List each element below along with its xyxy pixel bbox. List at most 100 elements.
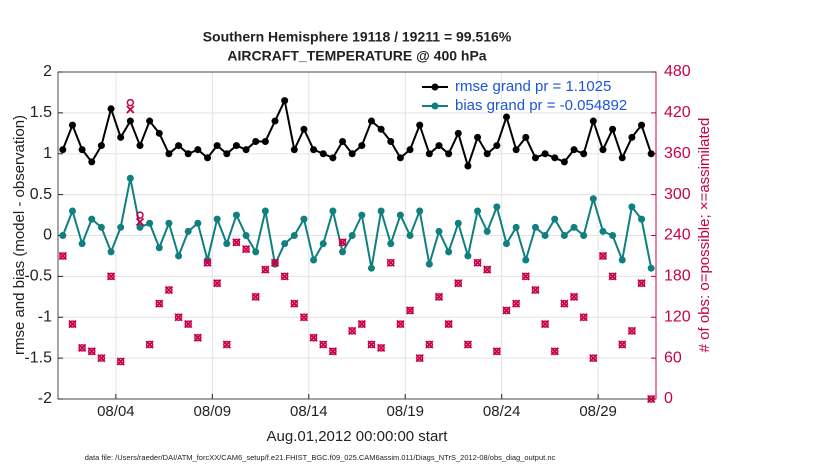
data-point <box>589 195 597 203</box>
data-point <box>290 146 298 154</box>
obs-assimilated <box>203 258 212 267</box>
data-point <box>425 260 433 268</box>
obs-possible <box>319 340 327 349</box>
data-point <box>358 142 366 150</box>
obs-assimilated <box>213 279 222 288</box>
data-point <box>107 105 115 113</box>
obs-assimilated <box>540 319 550 329</box>
y-tick-label: 1 <box>43 145 52 162</box>
x-tick-label: 08/09 <box>194 403 232 420</box>
obs-possible <box>387 259 395 267</box>
data-point <box>435 142 443 150</box>
obs-assimilated <box>454 279 463 288</box>
data-point <box>126 174 134 182</box>
data-point <box>531 223 539 231</box>
data-point <box>59 232 67 239</box>
obs-assimilated <box>193 333 202 342</box>
data-point <box>445 248 453 256</box>
data-point <box>232 211 240 219</box>
obs-assimilated <box>155 299 164 308</box>
data-point <box>213 215 221 223</box>
data-point <box>194 219 202 227</box>
data-point <box>474 207 482 215</box>
obs-assimilated <box>222 340 231 349</box>
data-point <box>435 227 443 235</box>
obs-possible <box>550 347 559 356</box>
y-tick-label: -0.5 <box>24 268 52 285</box>
obs-assimilated <box>357 319 366 329</box>
obs-possible <box>570 293 578 301</box>
obs-assimilated <box>425 340 434 349</box>
data-point <box>136 142 144 150</box>
obs-assimilated <box>251 292 260 301</box>
y-tick-label: -1.5 <box>24 349 52 366</box>
obs-assimilated <box>97 353 106 363</box>
y2-tick-label: 360 <box>664 145 691 162</box>
data-point <box>136 223 144 231</box>
obs-assimilated <box>116 357 125 366</box>
data-point <box>59 146 67 154</box>
obs-assimilated <box>434 292 444 301</box>
obs-possible <box>435 293 443 301</box>
data-point <box>512 223 520 231</box>
x-tick-label: 08/04 <box>97 403 135 420</box>
data-point <box>396 154 404 162</box>
data-point <box>78 240 86 248</box>
obs-assimilated <box>473 258 482 267</box>
obs-possible <box>213 279 221 287</box>
legend-label: bias grand pr = -0.054892 <box>455 97 627 114</box>
obs-possible <box>348 327 356 335</box>
obs-possible <box>647 395 655 403</box>
obs-possible <box>358 320 366 328</box>
obs-assimilated <box>386 258 395 267</box>
data-point <box>396 211 404 219</box>
obs-possible <box>290 299 299 308</box>
obs-possible <box>522 272 530 281</box>
obs-possible <box>589 354 598 362</box>
data-point <box>483 150 491 158</box>
data-point <box>387 137 395 145</box>
y-tick-label: 1.5 <box>30 104 52 121</box>
obs-possible <box>637 279 646 287</box>
data-point <box>503 113 510 121</box>
y2-tick-label: 120 <box>664 308 691 325</box>
obs-assimilated <box>618 340 627 349</box>
data-point <box>377 207 385 215</box>
obs-assimilated <box>483 265 492 274</box>
data-point <box>348 150 356 158</box>
obs-possible <box>464 340 472 349</box>
data-point <box>261 137 269 145</box>
data-point <box>512 146 520 154</box>
data-point <box>155 129 163 137</box>
data-point <box>580 150 588 158</box>
data-point <box>628 133 636 141</box>
chart-title: Southern Hemisphere 19118 / 19211 = 99.5… <box>203 29 512 45</box>
obs-possible <box>261 265 270 274</box>
data-point <box>628 203 636 211</box>
data-point <box>609 232 617 239</box>
data-point <box>223 240 231 248</box>
data-point <box>454 219 462 227</box>
data-point <box>184 227 192 235</box>
data-point <box>290 232 298 239</box>
data-point <box>117 223 125 231</box>
data-point <box>493 203 501 211</box>
obs-assimilated <box>106 272 116 281</box>
obs-assimilated <box>376 343 386 353</box>
y-tick-label: 0 <box>43 227 52 244</box>
obs-assimilated <box>405 306 415 315</box>
obs-assimilated <box>637 279 646 288</box>
data-point <box>281 240 289 248</box>
data-point <box>117 133 125 141</box>
legend-label: rmse grand pr = 1.1025 <box>455 78 611 95</box>
data-point <box>531 154 539 162</box>
data-point <box>97 142 105 150</box>
data-point <box>155 244 163 252</box>
data-point <box>281 97 289 105</box>
obs-assimilated <box>569 292 579 301</box>
data-point <box>541 150 549 158</box>
obs-assimilated <box>502 306 511 315</box>
y2-tick-label: 300 <box>664 186 691 203</box>
data-point <box>300 125 308 133</box>
data-point <box>329 207 337 215</box>
